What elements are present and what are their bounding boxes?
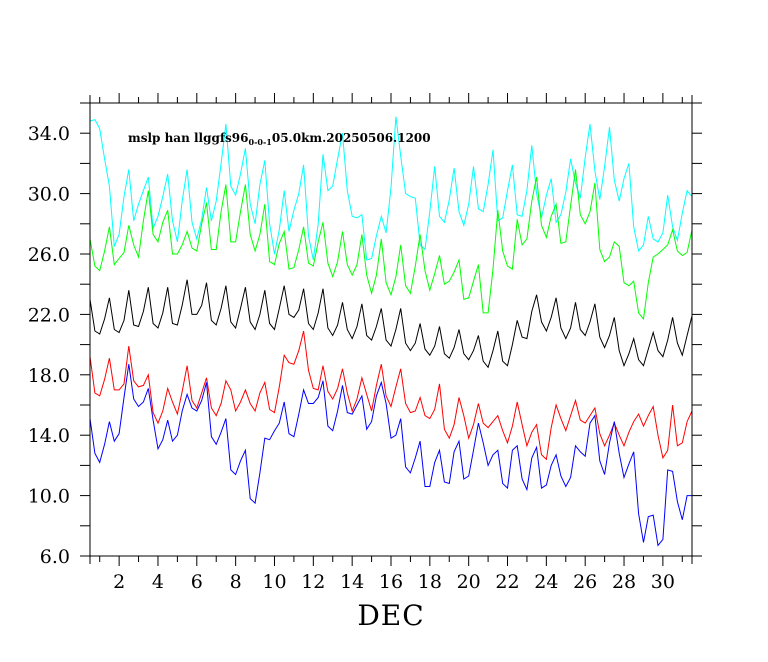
series-line-2 [89,169,693,321]
y-tick-label: 30.0 [28,184,70,206]
chart-title: mslp han llggfs960-0-105.0km.20250506.12… [128,131,431,147]
plot-frame [89,102,693,557]
x-tick-label: 30 [651,571,675,593]
y-tick-label: 22.0 [28,304,70,326]
x-tick-label: 24 [534,571,558,593]
x-tick-label: 28 [612,571,636,593]
x-tick-label: 10 [262,571,286,593]
chart-title-suffix: 05.0km.20250506.1200 [272,131,431,145]
x-tick-label: 6 [191,571,203,593]
x-tick-label: 8 [230,571,242,593]
y-tick-label: 26.0 [28,244,70,266]
x-tick-label: 16 [379,571,403,593]
y-tick-label: 14.0 [28,425,70,447]
series-layer [89,116,693,547]
x-tick-label: 4 [152,571,164,593]
y-tick-label: 6.0 [40,546,70,568]
y-tick-label: 34.0 [28,123,70,145]
x-tick-label: 26 [573,571,597,593]
x-tick-label: 2 [113,571,125,593]
series-line-5 [89,364,692,547]
x-tick-label: 14 [340,571,364,593]
chart-title-subscript: 0-0-1 [249,137,272,147]
y-tick-label: 10.0 [28,486,70,508]
x-tick-label: 22 [495,571,519,593]
y-tick-label: 18.0 [28,365,70,387]
x-tick-label: 18 [418,571,442,593]
series-line-3 [89,279,693,369]
series-line-1 [89,116,693,261]
chart-title-text: mslp han llggfs960-0-105.0km.20250506.12… [128,131,431,147]
series-line-4 [89,330,693,461]
axes-layer: 6.010.014.018.022.026.030.034.02 4 6 8 10 12 1… [28,93,702,593]
x-tick-label: 20 [457,571,481,593]
x-tick-label: 12 [301,571,325,593]
x-axis-label: DEC [357,599,424,632]
chart-title-prefix: mslp han llggfs96 [128,131,249,145]
